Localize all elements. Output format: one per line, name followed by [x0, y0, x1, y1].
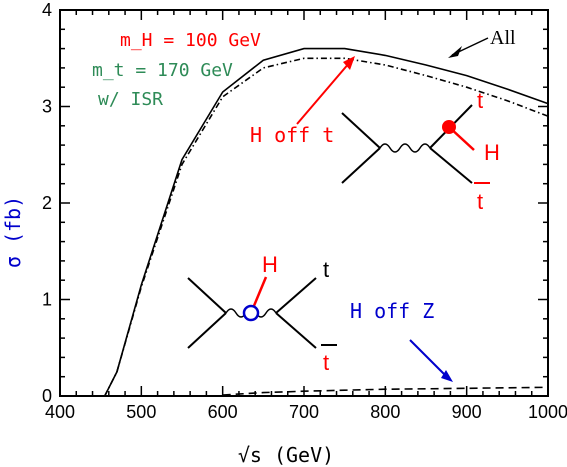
- y-tick-label: 0: [42, 386, 52, 406]
- x-axis-ticks: [59, 10, 549, 396]
- x-tick-label: 1000: [528, 402, 567, 422]
- h-off-z-label: H off Z: [350, 299, 434, 323]
- series-group: [103, 47, 549, 397]
- diagram-t-label-z: t: [323, 257, 329, 282]
- x-tick-label: 700: [289, 402, 319, 422]
- series-line: [103, 57, 549, 397]
- y-axis-label: σ (fb): [1, 196, 25, 268]
- diagram-tbar-label-z: t: [323, 350, 329, 375]
- x-tick-label: 400: [45, 402, 75, 422]
- x-axis-label: √s (GeV): [238, 443, 334, 467]
- all-arrow: [448, 37, 489, 58]
- mh-annotation: m_H = 100 GeV: [120, 30, 261, 51]
- diagram-h-label: H: [484, 140, 500, 165]
- series-line: [222, 386, 549, 396]
- h-off-t-label: H off t: [250, 123, 334, 147]
- diagram-t-label: t: [477, 88, 483, 113]
- feynman-diagram-h-off-z: H t t: [187, 252, 337, 375]
- diagram-h-label-z: H: [262, 252, 278, 277]
- h-off-t-arrow: [296, 56, 355, 125]
- diagram-tbar-label: t: [477, 189, 483, 214]
- x-tick-label: 900: [452, 402, 482, 422]
- feynman-diagram-h-off-t: t H t: [341, 88, 500, 214]
- y-tick-label: 1: [42, 290, 52, 310]
- isr-annotation: w/ ISR: [98, 89, 163, 110]
- all-label: All: [490, 27, 516, 49]
- x-axis-tick-labels: 400 500 600 700 800 900 1000: [45, 402, 567, 422]
- x-tick-label: 500: [126, 402, 156, 422]
- y-tick-label: 3: [42, 97, 52, 117]
- x-tick-label: 800: [370, 402, 400, 422]
- h-off-z-arrow: [409, 339, 453, 382]
- y-tick-label: 4: [42, 0, 52, 20]
- x-tick-label: 600: [208, 402, 238, 422]
- y-axis-ticks: [60, 9, 548, 397]
- y-tick-label: 2: [42, 193, 52, 213]
- mt-annotation: m_t = 170 GeV: [92, 60, 233, 81]
- y-axis-tick-labels: 0 1 2 3 4: [42, 0, 52, 406]
